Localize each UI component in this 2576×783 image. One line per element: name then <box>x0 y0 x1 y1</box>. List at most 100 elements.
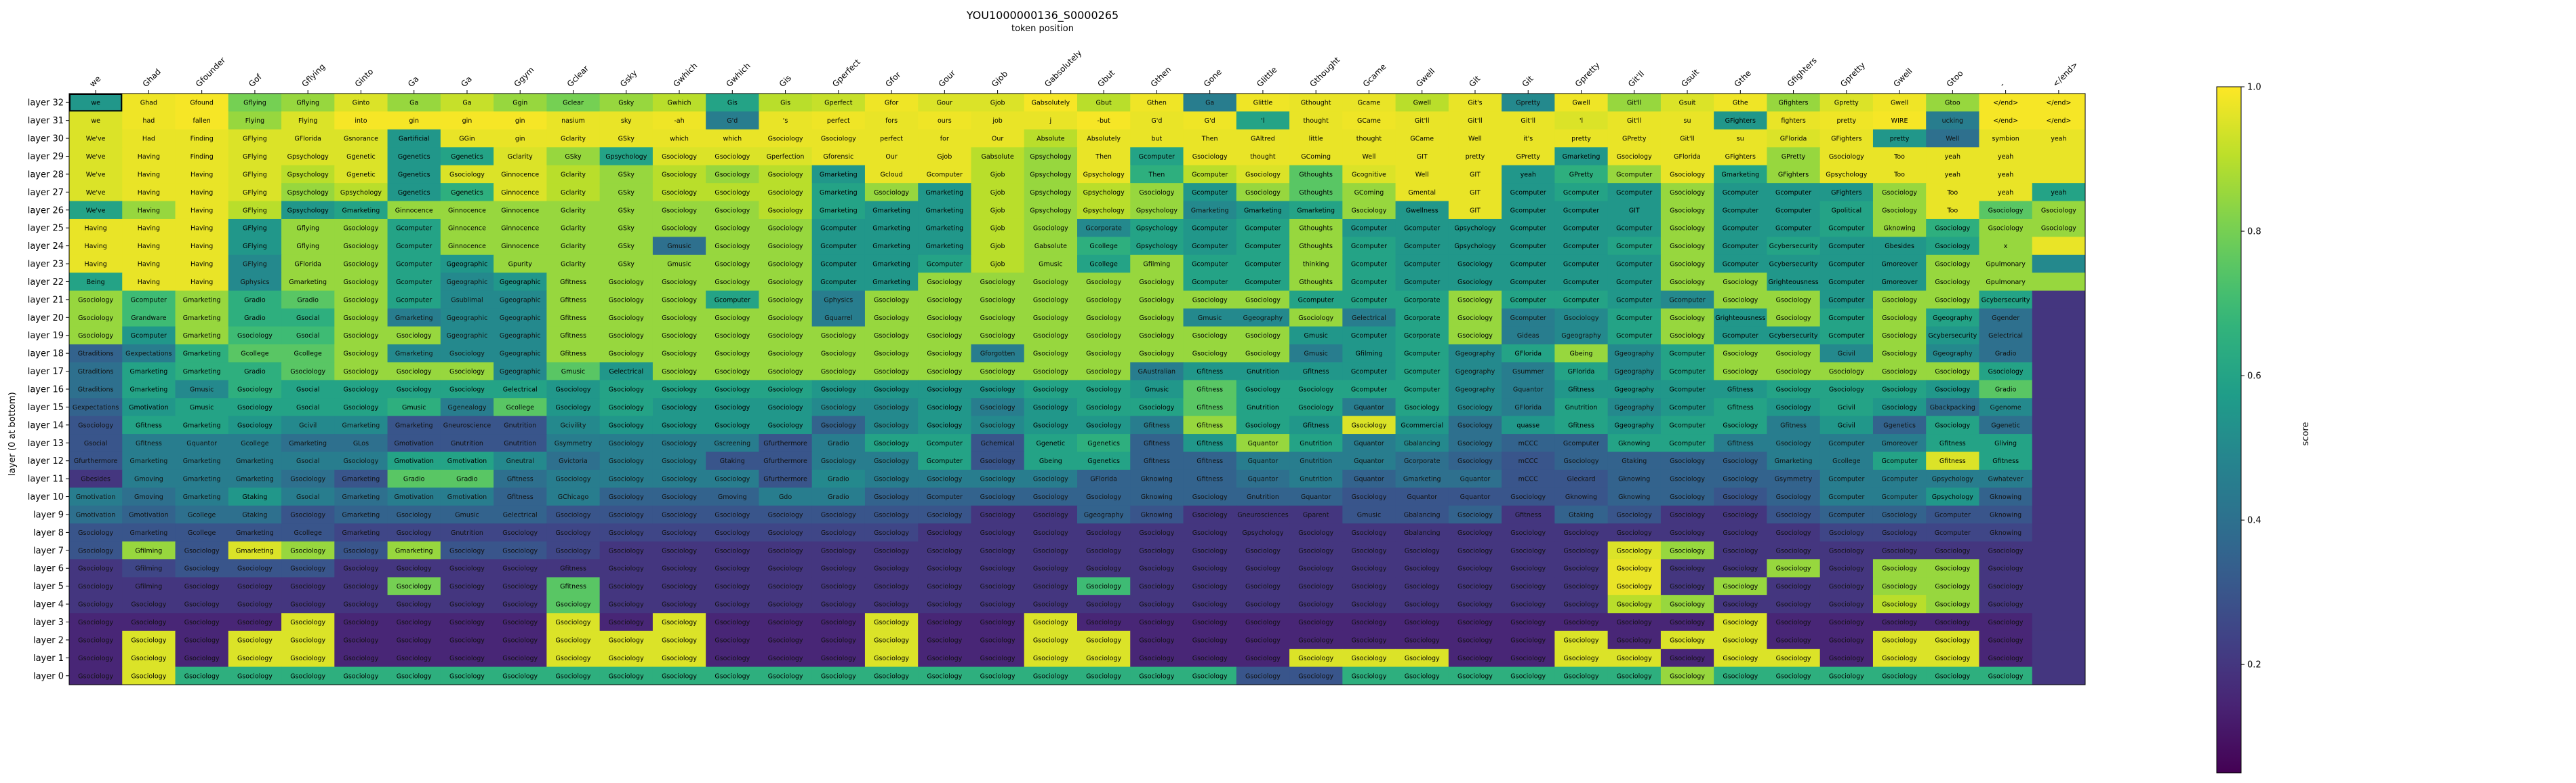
heatmap-cell <box>1183 308 1237 327</box>
cell-label: Having <box>138 243 160 250</box>
cell-label: GChicago <box>558 494 589 501</box>
cell-label: Gsociology <box>662 511 697 519</box>
cell-label: Gmarketing <box>1191 207 1229 214</box>
heatmap-cell <box>494 201 547 220</box>
cell-label: Gsociology <box>343 547 378 555</box>
heatmap-cell <box>1554 201 1609 220</box>
heatmap-cell <box>2032 344 2086 363</box>
cell-label: Gsociology <box>1033 672 1068 680</box>
cell-label: Gsociology <box>1670 494 1705 501</box>
heatmap-cell <box>228 362 282 381</box>
heatmap-cell <box>599 111 653 130</box>
heatmap-cell <box>281 451 335 470</box>
heatmap-cell <box>918 147 971 166</box>
x-tick-label: Gthen <box>1149 64 1173 89</box>
heatmap-cell <box>1077 237 1131 256</box>
cell-label: Gsociology <box>821 529 856 537</box>
cell-label: Gcomputer <box>1563 261 1599 268</box>
cell-label: Gpsychology <box>1083 207 1125 214</box>
cell-label: Gsociology <box>1776 529 1811 537</box>
heatmap-cell <box>494 308 547 327</box>
cell-label: Gquarrel <box>824 315 852 322</box>
cell-label: Gneuroscience <box>443 422 491 429</box>
cell-label: Gsociology <box>556 547 591 555</box>
heatmap-cell <box>2032 201 2086 220</box>
cell-label: GFlorida <box>1514 350 1542 358</box>
cell-label: Gsociology <box>237 619 273 626</box>
heatmap-cell <box>652 201 706 220</box>
cell-label: Gcomputer <box>1510 279 1546 286</box>
cell-label: Gthoughts <box>1299 243 1333 250</box>
x-tick-labels: we Ghad Gfounder Gof Gflying Ginto Ga Ga Ggym Gcl… <box>87 48 2080 94</box>
heatmap-cell <box>122 94 176 112</box>
heatmap-cell <box>1607 362 1662 381</box>
cell-label: Gsociology <box>78 583 113 590</box>
cell-label: Gsociology <box>715 368 750 376</box>
cell-label: Gsociology <box>609 529 644 537</box>
cell-label: Gclarity <box>561 171 586 178</box>
cell-label: Gsociology <box>1988 619 2024 626</box>
cell-label: Gfitness <box>1196 404 1223 411</box>
cell-label: Gcomputer <box>1563 207 1599 214</box>
cell-label: Gcomputer <box>1616 189 1652 197</box>
cell-label: Having <box>84 243 106 250</box>
cell-label: Gfitness <box>560 350 586 358</box>
x-tick-label: Gtoo <box>1945 68 1965 89</box>
cell-label: Gsociology <box>927 511 962 519</box>
y-tick-label: layer 5 <box>33 582 64 592</box>
cell-label: Having <box>138 153 160 161</box>
cell-label: Gmarketing <box>183 332 221 340</box>
cell-label: Gmarketing <box>236 529 274 537</box>
heatmap-cell <box>122 326 176 345</box>
heatmap-cell <box>122 398 176 417</box>
heatmap-cell <box>1342 201 1396 220</box>
cell-label: Gsociology <box>1564 547 1599 555</box>
heatmap-cell <box>440 487 494 506</box>
heatmap-cell <box>1872 380 1927 399</box>
heatmap-cell <box>228 254 282 273</box>
cell-label: Ggenetics <box>451 153 483 161</box>
cell-label: Gnutrition <box>1247 368 1279 376</box>
heatmap-cell <box>1926 344 1979 363</box>
cell-label: Gsociology <box>874 511 909 519</box>
cell-label: Gmusic <box>1304 350 1327 358</box>
cell-label: Ggeography <box>1455 368 1495 376</box>
cell-label: Gsociology <box>343 655 378 662</box>
heatmap-cell <box>494 326 547 345</box>
y-tick-label: layer 25 <box>28 224 64 234</box>
cell-label: Gsociology <box>715 225 750 233</box>
cell-label: Gknowing <box>1990 511 2021 519</box>
cell-label: Gcomputer <box>1828 296 1864 304</box>
cell-label: Gartificial <box>399 136 430 143</box>
heatmap-cell <box>546 469 601 488</box>
heatmap-cell <box>971 469 1025 488</box>
cell-label: Gradio <box>828 494 849 501</box>
cell-label: Gsociology <box>1457 332 1493 340</box>
cell-label: Gsociology <box>237 655 273 662</box>
cell-label: Gsociology <box>927 565 962 573</box>
cell-label: Gsociology <box>1139 619 1174 626</box>
heatmap-cell <box>546 434 601 452</box>
heatmap-cell <box>1130 165 1184 184</box>
cell-label: Gcomputer <box>396 261 432 268</box>
cell-label: Gsociology <box>237 601 273 609</box>
cell-label: Gsociology <box>1776 655 1811 662</box>
heatmap-cell <box>706 183 759 202</box>
heatmap-cell <box>1714 165 1767 184</box>
cell-label: Gsociology <box>397 565 432 573</box>
cell-label: Gsociology <box>768 529 803 537</box>
cell-label: Gcollege <box>1832 458 1861 465</box>
heatmap-cell <box>1607 290 1662 309</box>
cell-label: Gsociology <box>874 332 909 340</box>
cell-label: gin <box>515 117 525 125</box>
cell-label: Gsociology <box>874 601 909 609</box>
heatmap-cell <box>387 201 441 220</box>
cell-label: Gmarketing <box>925 207 963 214</box>
cell-label: Gfitness <box>1992 458 2019 465</box>
heatmap-cell <box>1554 344 1609 363</box>
cell-label: Gsociology <box>1351 547 1386 555</box>
cell-label: GIT <box>1470 171 1481 178</box>
heatmap-cell <box>1236 344 1290 363</box>
cell-label: yeah <box>1998 189 2013 197</box>
heatmap-cell <box>1130 380 1184 399</box>
